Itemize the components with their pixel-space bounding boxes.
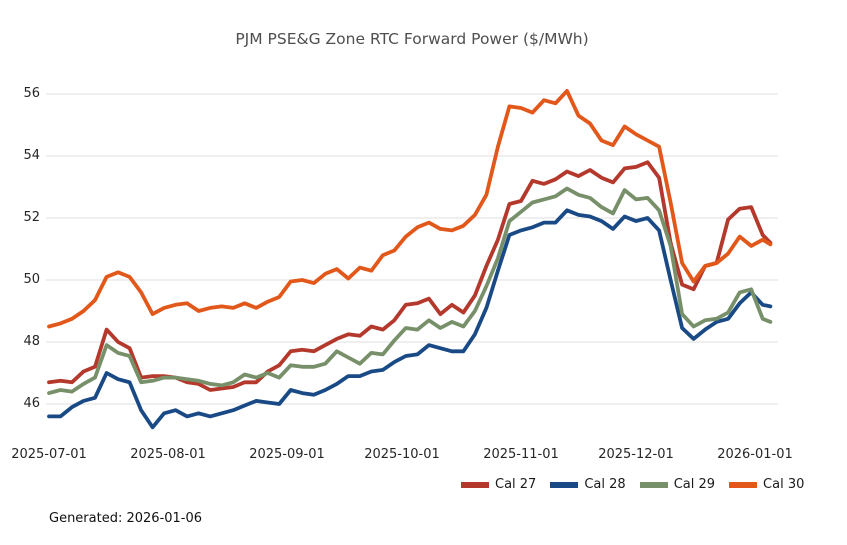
legend-swatch-cal-27 — [461, 481, 489, 488]
legend-item-cal-30: Cal 30 — [729, 477, 804, 492]
y-tick-label: 46 — [23, 396, 40, 411]
generated-timestamp: Generated: 2026-01-06 — [49, 511, 203, 526]
y-tick-label: 50 — [23, 272, 40, 287]
legend-swatch-cal-30 — [729, 481, 758, 488]
x-tick-label: 2026-01-01 — [717, 447, 793, 462]
legend-swatch-cal-28 — [550, 481, 579, 488]
legend-swatch-cal-29 — [639, 481, 668, 488]
series-line-cal-28 — [47, 208, 773, 430]
chart-title: PJM PSE&G Zone RTC Forward Power ($/MWh) — [235, 30, 589, 48]
series-line-cal-30 — [47, 89, 773, 329]
series-line-cal-29 — [47, 186, 773, 396]
legend-label-cal-30: Cal 30 — [763, 477, 805, 492]
y-tick-label: 54 — [23, 148, 40, 163]
y-tick-label: 52 — [23, 210, 40, 225]
x-tick-label: 2025-11-01 — [483, 447, 559, 462]
x-tick-label: 2025-10-01 — [364, 447, 440, 462]
y-tick-label: 48 — [23, 334, 40, 349]
x-tick-label: 2025-09-01 — [249, 447, 325, 462]
y-tick-label: 56 — [23, 86, 40, 101]
legend-label-cal-27: Cal 27 — [495, 477, 537, 492]
x-tick-label: 2025-07-01 — [11, 447, 87, 462]
legend-item-cal-29: Cal 29 — [639, 477, 716, 492]
legend-label-cal-28: Cal 28 — [584, 477, 626, 492]
legend-item-cal-28: Cal 28 — [550, 477, 626, 492]
legend-label-cal-29: Cal 29 — [673, 477, 716, 492]
x-tick-label: 2025-12-01 — [598, 447, 674, 462]
x-tick-label: 2025-08-01 — [130, 447, 206, 462]
legend-item-cal-27: Cal 27 — [461, 477, 536, 492]
legend: Cal 27 Cal 28 Cal 29 Cal 30 — [461, 477, 804, 492]
